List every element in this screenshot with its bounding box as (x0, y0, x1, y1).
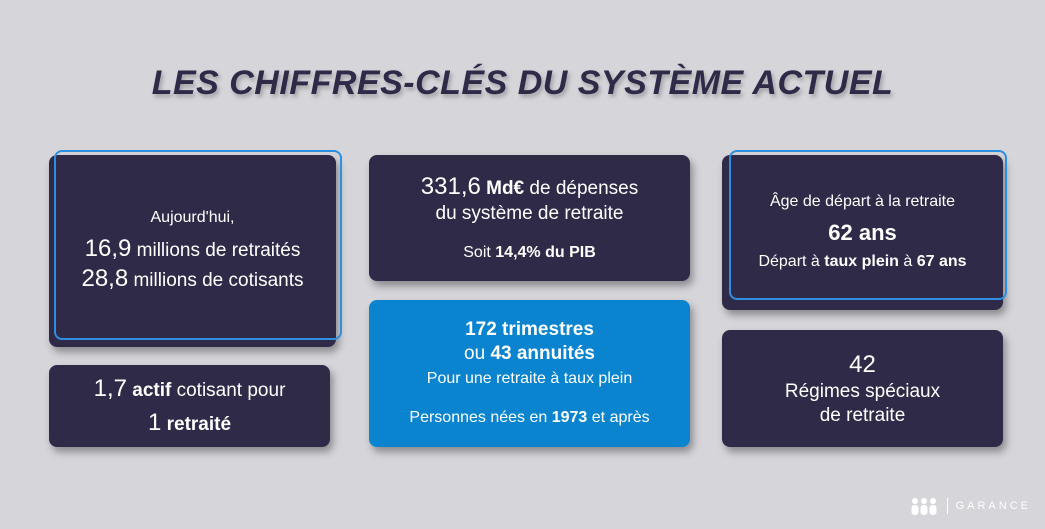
trimestres-line4-suffix: et après (587, 408, 650, 426)
ratio-retraite-label: retraité (161, 414, 232, 435)
age-value: 62 ans (828, 219, 897, 245)
cotisants-line: 28,8 millions de cotisants (81, 264, 303, 294)
cotisants-label: millions de cotisants (128, 270, 304, 292)
trimestres-line3: Pour une retraite à taux plein (426, 369, 633, 387)
card-retraites-cotisants: Aujourd'hui, 16,9 millions de retraités … (49, 155, 336, 347)
trimestres-line4-prefix: Personnes nées en (409, 408, 552, 426)
trimestres-line2: ou 43 annuités (464, 342, 595, 366)
intro-text: Aujourd'hui, (150, 208, 235, 226)
pib-value: 14,4% du PIB (495, 244, 596, 262)
card-regimes-speciaux: 42 Régimes spéciaux de retraite (722, 330, 1003, 447)
logo-text: GARANCE (955, 500, 1031, 512)
trimestres-line4: Personnes nées en 1973 et après (409, 408, 649, 429)
age-line3-bold1: taux plein (824, 253, 899, 271)
pib-prefix: Soit (463, 244, 496, 262)
regimes-line3: de retraite (819, 404, 906, 426)
retraites-value: 16,9 (84, 235, 132, 263)
depenses-line: 331,6 Md€ de dépenses (421, 172, 638, 202)
ratio-retraite-value: 1 (147, 409, 162, 436)
trimestres-line4-value: 1973 (551, 408, 588, 426)
card-trimestres: 172 trimestres ou 43 annuités Pour une r… (369, 300, 690, 447)
trimestres-line2-prefix: ou (464, 343, 491, 365)
age-line1: Âge de départ à la retraite (769, 192, 955, 210)
logo-separator (946, 498, 948, 514)
card-age-depart: Âge de départ à la retraite 62 ans Dépar… (722, 155, 1003, 310)
card-ratio-actifs: 1,7 actif cotisant pour 1 retraité (49, 365, 330, 447)
trimestres-line1: 172 trimestres (465, 319, 594, 341)
regimes-value: 42 (849, 350, 876, 378)
ratio-actif: actif (126, 380, 172, 401)
ratio-line: 1,7 actif cotisant pour (94, 374, 286, 404)
garance-logo: GARANCE (909, 497, 1031, 515)
age-line3-prefix: Départ à (758, 253, 825, 271)
depenses-unit: Md€ (480, 177, 525, 199)
pib-line: Soit 14,4% du PIB (463, 243, 596, 264)
ratio-value: 1,7 (93, 375, 127, 402)
page-title: LES CHIFFRES-CLÉS DU SYSTÈME ACTUEL (151, 64, 894, 102)
ratio-retraite-line: 1 retraité (148, 408, 231, 438)
depenses-value: 331,6 (420, 172, 481, 200)
age-line3-mid: à (898, 253, 917, 271)
retraites-line: 16,9 millions de retraités (85, 234, 301, 264)
depenses-text1: de dépenses (524, 177, 639, 199)
regimes-line2: Régimes spéciaux (784, 380, 941, 402)
age-line3-bold2: 67 ans (916, 253, 967, 271)
card-depenses: 331,6 Md€ de dépenses du système de retr… (369, 155, 690, 281)
age-line3: Départ à taux plein à 67 ans (758, 252, 966, 273)
cotisants-value: 28,8 (81, 265, 129, 293)
depenses-text2: du système de retraite (435, 202, 624, 224)
trimestres-line2-value: 43 annuités (490, 343, 595, 365)
retraites-label: millions de retraités (131, 240, 301, 262)
people-logo-icon (911, 498, 937, 515)
ratio-text: cotisant pour (171, 380, 286, 401)
